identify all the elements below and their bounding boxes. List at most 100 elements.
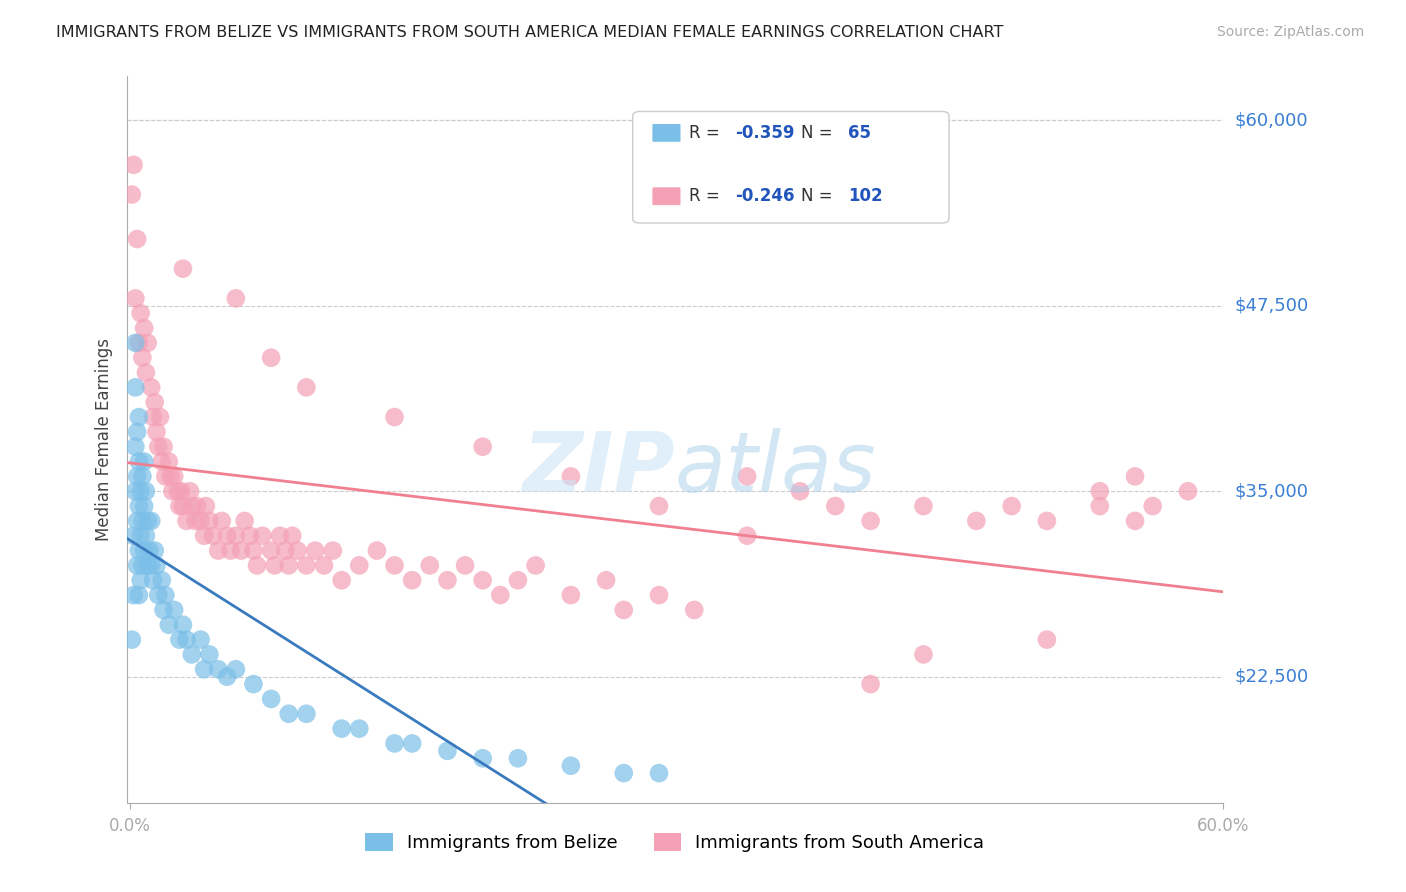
Point [215, 670, 238, 684]
Point [128, 335, 150, 350]
Point [260, 351, 283, 365]
Point [735, 469, 758, 483]
Point [912, 648, 935, 662]
Point [136, 558, 159, 573]
Point [135, 366, 157, 380]
Point [134, 454, 156, 468]
Point [131, 469, 153, 483]
Point [141, 514, 163, 528]
Point [471, 574, 494, 588]
Point [384, 410, 406, 425]
Point [239, 529, 262, 543]
Point [912, 499, 935, 513]
Point [419, 558, 441, 573]
Point [193, 529, 215, 543]
Point [401, 574, 423, 588]
Point [190, 514, 212, 528]
Text: $22,500: $22,500 [1234, 668, 1309, 686]
Point [207, 543, 229, 558]
Point [128, 499, 150, 513]
Point [225, 529, 247, 543]
Point [312, 558, 335, 573]
Point [401, 736, 423, 750]
Point [150, 574, 173, 588]
Point [127, 469, 149, 483]
Point [172, 499, 194, 513]
Point [330, 574, 353, 588]
Point [242, 677, 264, 691]
Point [190, 632, 212, 647]
Point [789, 484, 811, 499]
Point [613, 603, 636, 617]
Point [145, 558, 167, 573]
Point [1088, 499, 1111, 513]
Point [184, 514, 207, 528]
Point [124, 484, 146, 499]
Point [436, 744, 458, 758]
Text: IMMIGRANTS FROM BELIZE VS IMMIGRANTS FROM SOUTH AMERICA MEDIAN FEMALE EARNINGS C: IMMIGRANTS FROM BELIZE VS IMMIGRANTS FRO… [56, 25, 1004, 40]
Point [157, 454, 180, 468]
Point [159, 469, 181, 483]
Point [142, 574, 165, 588]
Point [194, 499, 217, 513]
Point [157, 617, 180, 632]
Point [274, 543, 297, 558]
Point [231, 543, 253, 558]
Point [207, 662, 229, 676]
Point [595, 574, 617, 588]
Point [471, 751, 494, 765]
Point [155, 588, 177, 602]
Point [225, 662, 247, 676]
Point [613, 766, 636, 780]
Point [648, 499, 671, 513]
Point [180, 499, 202, 513]
Point [225, 291, 247, 305]
Text: $47,500: $47,500 [1234, 297, 1309, 315]
Point [1142, 499, 1164, 513]
Point [201, 529, 224, 543]
Point [129, 529, 152, 543]
Y-axis label: Median Female Earnings: Median Female Earnings [94, 338, 112, 541]
Point [304, 543, 326, 558]
Point [172, 617, 194, 632]
Point [166, 484, 188, 499]
Point [233, 514, 256, 528]
Point [281, 529, 304, 543]
Point [143, 395, 166, 409]
Point [155, 469, 177, 483]
Point [170, 484, 193, 499]
Point [330, 722, 353, 736]
Point [152, 603, 174, 617]
Point [1036, 632, 1059, 647]
Point [179, 484, 201, 499]
Point [260, 692, 283, 706]
Point [172, 261, 194, 276]
Point [129, 306, 152, 320]
Point [211, 514, 233, 528]
Point [127, 425, 149, 439]
Text: N =: N = [801, 124, 838, 142]
Point [148, 588, 170, 602]
Point [295, 558, 318, 573]
Text: -0.359: -0.359 [735, 124, 794, 142]
Point [965, 514, 987, 528]
Point [186, 499, 208, 513]
Point [122, 588, 145, 602]
Point [506, 751, 529, 765]
Point [524, 558, 547, 573]
Text: R =: R = [689, 124, 725, 142]
Point [131, 558, 153, 573]
Point [683, 603, 706, 617]
Legend: Immigrants from Belize, Immigrants from South America: Immigrants from Belize, Immigrants from … [359, 825, 991, 859]
Point [1001, 499, 1024, 513]
Point [136, 514, 159, 528]
Point [1123, 514, 1146, 528]
Point [127, 558, 149, 573]
Point [124, 291, 146, 305]
Point [122, 529, 145, 543]
Point [219, 543, 242, 558]
Text: 102: 102 [848, 187, 883, 205]
Point [141, 558, 163, 573]
Point [124, 440, 146, 454]
Point [162, 484, 184, 499]
